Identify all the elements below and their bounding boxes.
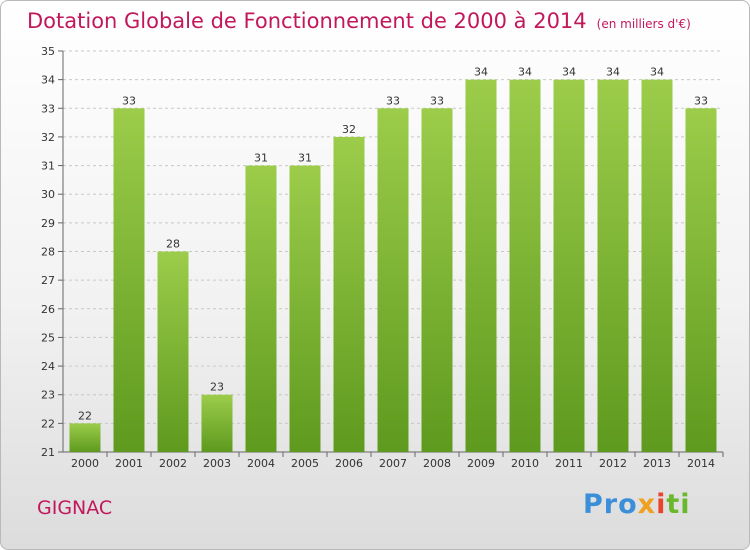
chart-title-text: Dotation Globale de Fonctionnement de 20… — [27, 9, 587, 33]
x-tick-label: 2004 — [247, 457, 275, 470]
x-tick-label: 2013 — [643, 457, 671, 470]
y-tick-label: 34 — [41, 74, 55, 87]
value-label: 34 — [606, 66, 620, 79]
value-label: 34 — [562, 66, 576, 79]
y-tick-label: 29 — [41, 217, 55, 230]
bar-2006 — [333, 136, 365, 452]
bar-2003 — [201, 394, 233, 452]
labels: 21 22 23 24 25 26 27 28 29 30 31 32 33 34 35 22 2000 33 20… — [41, 45, 715, 470]
y-tick-label: 31 — [41, 160, 55, 173]
x-tick-label: 2012 — [599, 457, 627, 470]
logo-part-1: Pro — [583, 489, 638, 520]
value-label: 28 — [166, 238, 180, 251]
value-label: 22 — [78, 409, 92, 422]
y-tick-label: 32 — [41, 131, 55, 144]
value-label: 33 — [122, 94, 136, 107]
bar-2004 — [245, 165, 277, 453]
bar-2010 — [509, 79, 541, 453]
bar-2005 — [289, 165, 321, 453]
bar-2013 — [641, 79, 673, 453]
y-tick-label: 22 — [41, 417, 55, 430]
chart-title: Dotation Globale de Fonctionnement de 20… — [27, 9, 691, 33]
bar-2001 — [113, 108, 145, 453]
y-tick-label: 23 — [41, 389, 55, 402]
x-tick-label: 2000 — [71, 457, 99, 470]
y-tick-label: 35 — [41, 45, 55, 58]
logo-part-4: ti — [666, 489, 691, 520]
place-name: GIGNAC — [37, 497, 113, 519]
value-label: 33 — [694, 94, 708, 107]
y-tick-label: 21 — [41, 446, 55, 459]
y-tick-label: 27 — [41, 274, 55, 287]
value-label: 33 — [430, 94, 444, 107]
bar-2002 — [157, 251, 189, 452]
chart-subtitle: (en milliers d'€) — [596, 17, 691, 31]
y-tick-label: 24 — [41, 360, 55, 373]
logo-part-3: i — [656, 489, 667, 520]
logo-part-2: x — [637, 489, 657, 520]
x-tick-label: 2005 — [291, 457, 319, 470]
x-tick-label: 2006 — [335, 457, 363, 470]
bar-2012 — [597, 79, 629, 453]
bar-2007 — [377, 108, 409, 453]
value-label: 31 — [298, 152, 312, 165]
x-tick-label: 2001 — [115, 457, 143, 470]
value-label: 34 — [474, 66, 488, 79]
bar-2009 — [465, 79, 497, 453]
x-tick-label: 2011 — [555, 457, 583, 470]
x-tick-label: 2014 — [687, 457, 715, 470]
value-label: 33 — [386, 94, 400, 107]
bar-2011 — [553, 79, 585, 453]
proxiti-logo: Proxiti — [583, 489, 691, 520]
y-tick-label: 26 — [41, 303, 55, 316]
y-tick-label: 28 — [41, 246, 55, 259]
bar-2000 — [69, 423, 101, 452]
value-label: 32 — [342, 123, 356, 136]
bars — [69, 79, 717, 453]
x-tick-label: 2010 — [511, 457, 539, 470]
value-label: 31 — [254, 152, 268, 165]
y-tick-label: 33 — [41, 102, 55, 115]
y-tick-label: 25 — [41, 331, 55, 344]
bar-2008 — [421, 108, 453, 453]
bar-2014 — [685, 108, 717, 453]
x-tick-label: 2009 — [467, 457, 495, 470]
x-tick-label: 2003 — [203, 457, 231, 470]
x-tick-label: 2008 — [423, 457, 451, 470]
x-tick-label: 2007 — [379, 457, 407, 470]
y-tick-label: 30 — [41, 188, 55, 201]
value-label: 23 — [210, 381, 224, 394]
value-label: 34 — [650, 66, 664, 79]
x-tick-label: 2002 — [159, 457, 187, 470]
value-label: 34 — [518, 66, 532, 79]
